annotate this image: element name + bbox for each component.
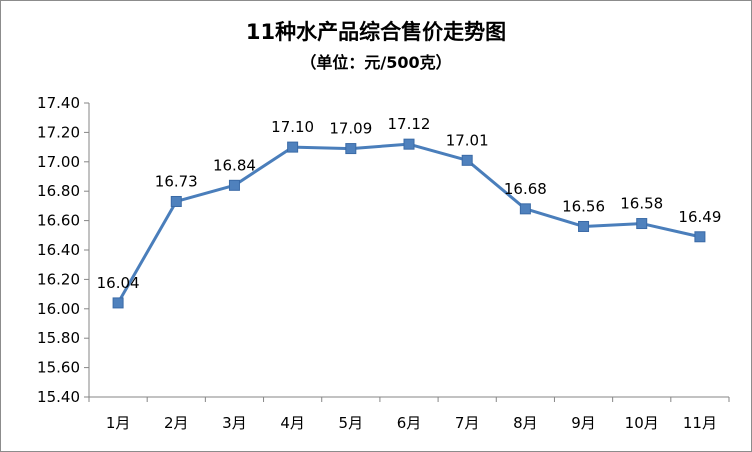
data-label: 16.58 (620, 195, 663, 213)
data-point (170, 195, 182, 207)
x-tick-label: 1月 (106, 414, 131, 432)
data-point (636, 218, 648, 230)
data-label: 17.10 (271, 118, 314, 136)
x-tick-label: 2月 (164, 414, 189, 432)
data-label: 16.68 (504, 180, 547, 198)
data-point (287, 141, 299, 153)
chart-subtitle: （单位：元/500克） (300, 53, 452, 72)
data-label: 17.09 (329, 120, 372, 138)
data-point (578, 220, 590, 232)
data-label: 16.73 (155, 172, 198, 190)
x-tick-label: 4月 (280, 414, 305, 432)
data-point (228, 179, 240, 191)
y-tick-label: 15.40 (37, 388, 80, 406)
data-label: 17.01 (446, 131, 489, 149)
data-label: 16.84 (213, 156, 256, 174)
data-point (403, 138, 415, 150)
x-tick-label: 7月 (455, 414, 480, 432)
data-label: 16.04 (97, 274, 140, 292)
data-label: 17.12 (388, 115, 431, 133)
x-tick-label: 9月 (571, 414, 596, 432)
data-point (112, 297, 124, 309)
data-label: 16.49 (678, 208, 721, 226)
chart-title: 11种水产品综合售价走势图 (245, 20, 507, 44)
x-tick-label: 5月 (339, 414, 364, 432)
y-tick-label: 17.20 (37, 123, 80, 141)
data-point (694, 231, 706, 243)
y-tick-label: 17.00 (37, 153, 80, 171)
y-tick-label: 16.00 (37, 300, 80, 318)
x-tick-label: 3月 (222, 414, 247, 432)
data-point (519, 203, 531, 215)
x-tick-label: 8月 (513, 414, 538, 432)
data-label: 16.56 (562, 197, 605, 215)
y-tick-label: 16.20 (37, 270, 80, 288)
x-tick-label: 11月 (683, 414, 717, 432)
x-tick-label: 10月 (625, 414, 659, 432)
y-tick-label: 15.60 (37, 359, 80, 377)
data-point (461, 154, 473, 166)
data-point (345, 143, 357, 155)
series-line (116, 142, 701, 304)
y-tick-label: 16.60 (37, 212, 80, 230)
y-tick-label: 16.80 (37, 182, 80, 200)
y-tick-label: 17.40 (37, 94, 80, 112)
y-tick-label: 15.80 (37, 329, 80, 347)
x-tick-label: 6月 (397, 414, 422, 432)
y-tick-label: 16.40 (37, 241, 80, 259)
